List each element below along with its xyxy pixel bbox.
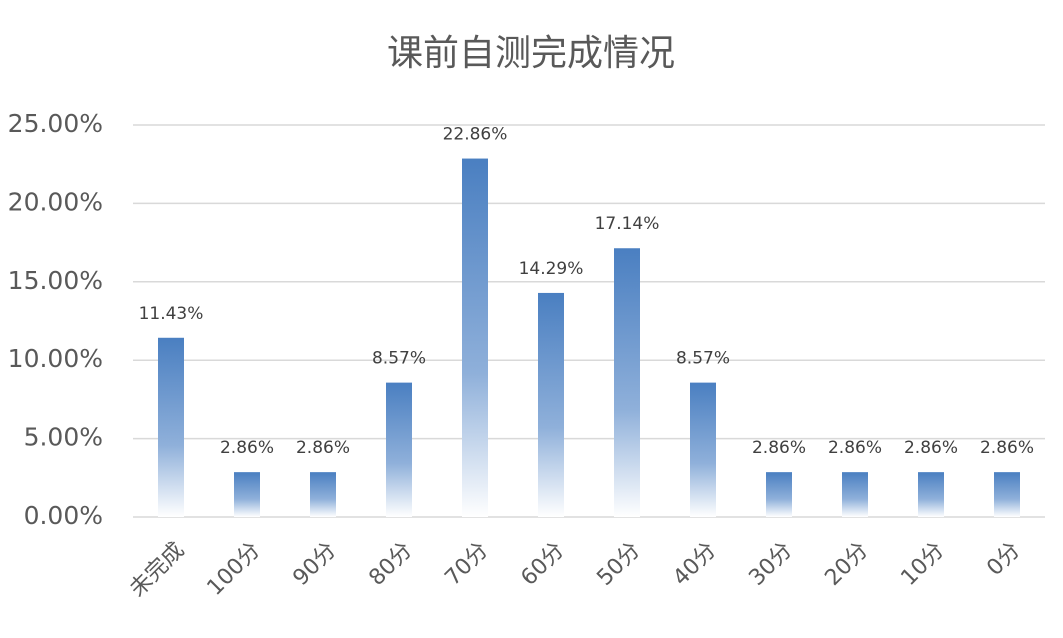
x-tick-label: 30分 [744,538,797,591]
bar [386,382,412,517]
y-tick-label: 10.00% [8,344,103,373]
value-label: 17.14% [595,214,660,234]
value-label: 2.86% [220,438,274,458]
y-tick-label: 25.00% [8,109,103,138]
x-tick-label: 20分 [820,538,873,591]
x-tick-label: 10分 [896,538,949,591]
bar [842,472,868,517]
value-label: 22.86% [443,125,508,145]
value-label: 2.86% [980,438,1034,458]
value-label: 11.43% [139,304,204,324]
bar [690,382,716,517]
bar [158,337,184,517]
y-tick-label: 5.00% [24,423,103,452]
bar [310,472,336,517]
bar [918,472,944,517]
y-tick-label: 20.00% [8,187,103,216]
x-tick-label: 40分 [668,538,721,591]
bar [994,472,1020,517]
value-label: 8.57% [372,349,426,369]
x-tick-label: 70分 [440,538,493,591]
value-label: 2.86% [828,438,882,458]
x-tick-label: 未完成 [125,538,189,602]
x-tick-label: 80分 [364,538,417,591]
value-label: 14.29% [519,259,584,279]
y-tick-label: 15.00% [8,266,103,295]
bar [538,292,564,517]
value-label: 2.86% [752,438,806,458]
bar [462,158,488,517]
x-tick-label: 50分 [592,538,645,591]
bar [614,248,640,517]
bar [766,472,792,517]
value-label: 2.86% [904,438,958,458]
x-tick-label: 100分 [203,538,266,601]
value-label: 8.57% [676,349,730,369]
x-tick-label: 90分 [288,538,341,591]
chart-title: 课前自测完成情况 [387,33,675,74]
y-tick-label: 0.00% [24,501,103,530]
x-tick-label: 60分 [516,538,569,591]
value-label: 2.86% [296,438,350,458]
bar [234,472,260,517]
x-tick-label: 0分 [982,538,1025,581]
